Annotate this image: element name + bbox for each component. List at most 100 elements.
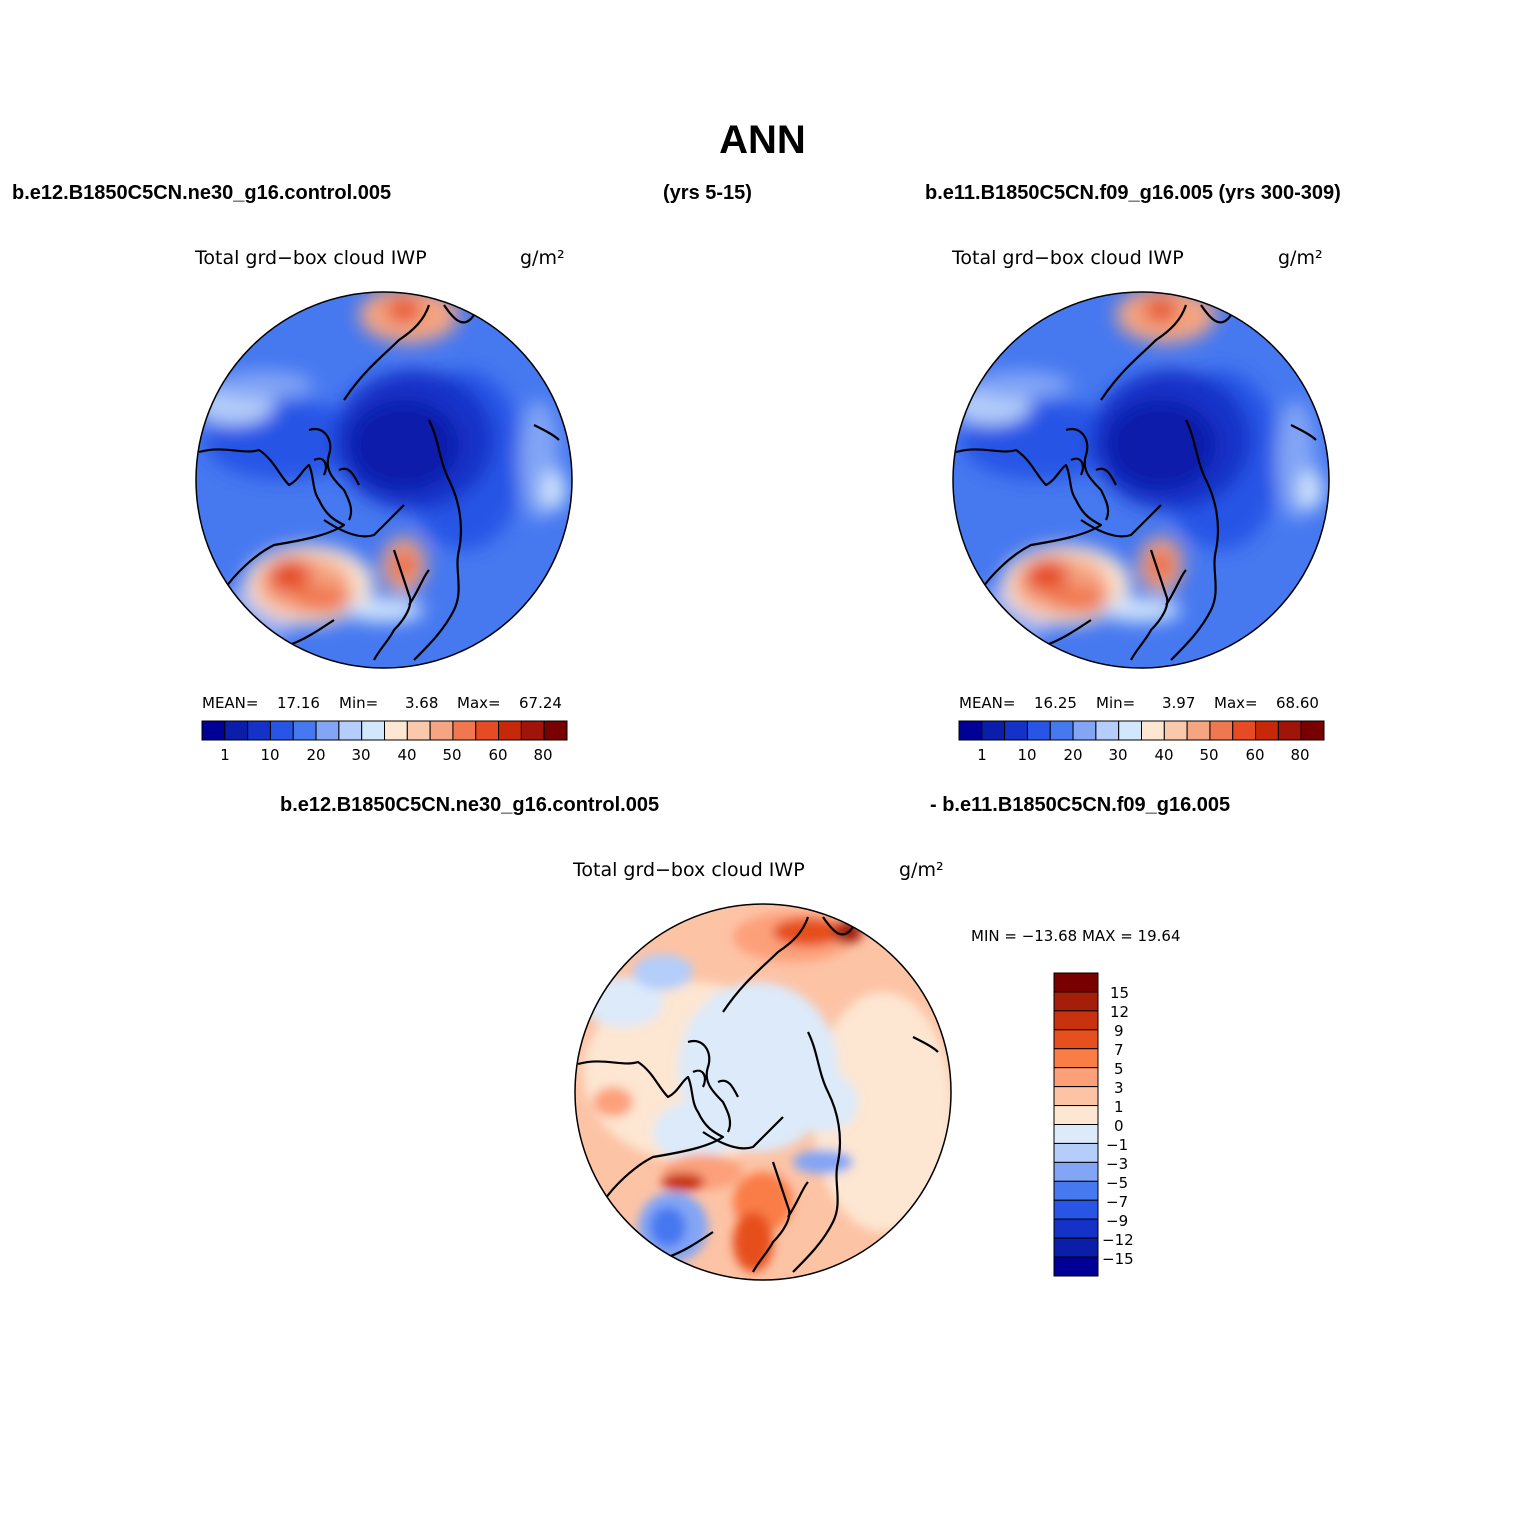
- cb2-tick-label: 80: [1290, 746, 1310, 764]
- cb2-swatch: [981, 720, 1006, 741]
- cb3-label: 7: [1114, 1041, 1124, 1059]
- cb1-tick-label: 40: [397, 746, 417, 764]
- cb2-tick-label: 30: [1108, 746, 1128, 764]
- cb3-label: 1: [1114, 1098, 1124, 1116]
- cb3-label: −5: [1106, 1174, 1129, 1192]
- cb1-swatch: [338, 720, 363, 741]
- cb2-swatch: [1163, 720, 1188, 741]
- cb1-swatch: [361, 720, 385, 741]
- cb3-swatch: [1053, 1105, 1099, 1125]
- cb2-tick-label: 1: [977, 746, 987, 764]
- cb3-swatch: [1053, 1218, 1099, 1239]
- panel1-mean-value: 17.16: [277, 694, 320, 712]
- panel1-max-value: 67.24: [519, 694, 562, 712]
- cb2-tick-label: 20: [1063, 746, 1083, 764]
- diff-variable-label: Total grd−box cloud IWP: [573, 859, 805, 881]
- cb1-swatch: [201, 720, 226, 741]
- panel1-min-value: 3.68: [405, 694, 439, 712]
- panel1-min-label: Min=: [339, 694, 379, 712]
- panel1-colorbar: [201, 720, 568, 741]
- cb1-tick-label: 1: [220, 746, 230, 764]
- cb1-swatch: [224, 720, 249, 741]
- cb1-swatch: [315, 720, 340, 741]
- cb2-swatch: [1255, 720, 1279, 741]
- cb1-tick-label: 60: [488, 746, 508, 764]
- cb1-swatch: [247, 720, 271, 741]
- cb2-swatch: [1118, 720, 1142, 741]
- cb2-swatch: [1209, 720, 1234, 741]
- cb3-swatch: [1053, 972, 1099, 993]
- panel1-variable-label: Total grd−box cloud IWP: [195, 247, 427, 269]
- diff-minmax-text: MIN = −13.68 MAX = 19.64: [971, 927, 1181, 945]
- cb2-swatch: [958, 720, 983, 741]
- cb2-swatch: [1049, 720, 1074, 741]
- panel2-variable-label: Total grd−box cloud IWP: [952, 247, 1184, 269]
- cb3-label: 15: [1110, 984, 1130, 1002]
- cb3-label: −15: [1102, 1250, 1134, 1268]
- cb2-swatch: [1095, 720, 1120, 741]
- cb3-swatch: [1053, 1142, 1099, 1163]
- cb3-label: 12: [1110, 1003, 1130, 1021]
- panel2-mean-label: MEAN=: [959, 694, 1016, 712]
- cb3-swatch: [1053, 1180, 1099, 1201]
- cb3-label: −3: [1106, 1155, 1129, 1173]
- cb1-swatch: [269, 720, 294, 741]
- cb1-swatch: [292, 720, 317, 741]
- panel2-map-border: [952, 291, 1330, 669]
- cb2-swatch: [1186, 720, 1211, 741]
- cb3-swatch: [1053, 1161, 1099, 1182]
- panel1-map-border: [195, 291, 573, 669]
- cb2-swatch: [1277, 720, 1302, 741]
- cb3-swatch: [1053, 1124, 1099, 1144]
- cb2-tick-label: 10: [1017, 746, 1037, 764]
- panel1-map: [184, 280, 584, 680]
- cb3-label: −7: [1106, 1193, 1129, 1211]
- cb1-swatch: [543, 720, 568, 741]
- cb3-label: −12: [1102, 1231, 1134, 1249]
- panel1-units-label: g/m²: [520, 247, 565, 269]
- cb1-tick-label: 80: [533, 746, 553, 764]
- cb3-label: −1: [1106, 1136, 1129, 1154]
- diff-map-border: [574, 903, 952, 1281]
- left-case-title: b.e12.B1850C5CN.ne30_g16.control.005: [12, 182, 392, 204]
- cb2-tick-label: 60: [1245, 746, 1265, 764]
- cb1-swatch: [475, 720, 500, 741]
- cb1-tick-label: 20: [306, 746, 326, 764]
- cb3-swatch: [1053, 1067, 1099, 1088]
- cb3-swatch: [1053, 991, 1099, 1012]
- panel1-max-label: Max=: [457, 694, 501, 712]
- cb3-swatch: [1053, 1029, 1099, 1050]
- diff-left-case-title: b.e12.B1850C5CN.ne30_g16.control.005: [280, 794, 660, 816]
- cb3-swatch: [1053, 1256, 1099, 1277]
- cb2-tick-label: 50: [1199, 746, 1219, 764]
- cb3-label: 9: [1114, 1022, 1124, 1040]
- diff-map: [563, 892, 963, 1292]
- diff-right-case-title: - b.e11.B1850C5CN.f09_g16.005: [930, 794, 1231, 816]
- cb3-label: 5: [1114, 1060, 1124, 1078]
- cb1-swatch: [452, 720, 477, 741]
- cb2-swatch: [1300, 720, 1325, 741]
- diff-colorbar: [1053, 972, 1099, 1277]
- left-years-title: (yrs 5-15): [663, 182, 752, 204]
- cb2-swatch: [1232, 720, 1257, 741]
- right-case-title: b.e11.B1850C5CN.f09_g16.005 (yrs 300-309…: [925, 182, 1341, 204]
- panel2-min-label: Min=: [1096, 694, 1136, 712]
- cb3-swatch: [1053, 1237, 1099, 1258]
- cb3-label: 3: [1114, 1079, 1124, 1097]
- panel1-mean-label: MEAN=: [202, 694, 259, 712]
- cb1-swatch: [429, 720, 454, 741]
- panel2-max-value: 68.60: [1276, 694, 1319, 712]
- cb1-swatch: [384, 720, 408, 741]
- diff-units-label: g/m²: [899, 859, 944, 881]
- panel2-min-value: 3.97: [1162, 694, 1196, 712]
- cb3-label: 0: [1114, 1117, 1124, 1135]
- panel2-mean-value: 16.25: [1034, 694, 1077, 712]
- panel2-map: [941, 280, 1341, 680]
- cb3-label: −9: [1106, 1212, 1129, 1230]
- figure-title: ANN: [719, 118, 806, 162]
- cb2-tick-label: 40: [1154, 746, 1174, 764]
- cb2-swatch: [1004, 720, 1028, 741]
- cb1-tick-label: 50: [442, 746, 462, 764]
- panel2-max-label: Max=: [1214, 694, 1258, 712]
